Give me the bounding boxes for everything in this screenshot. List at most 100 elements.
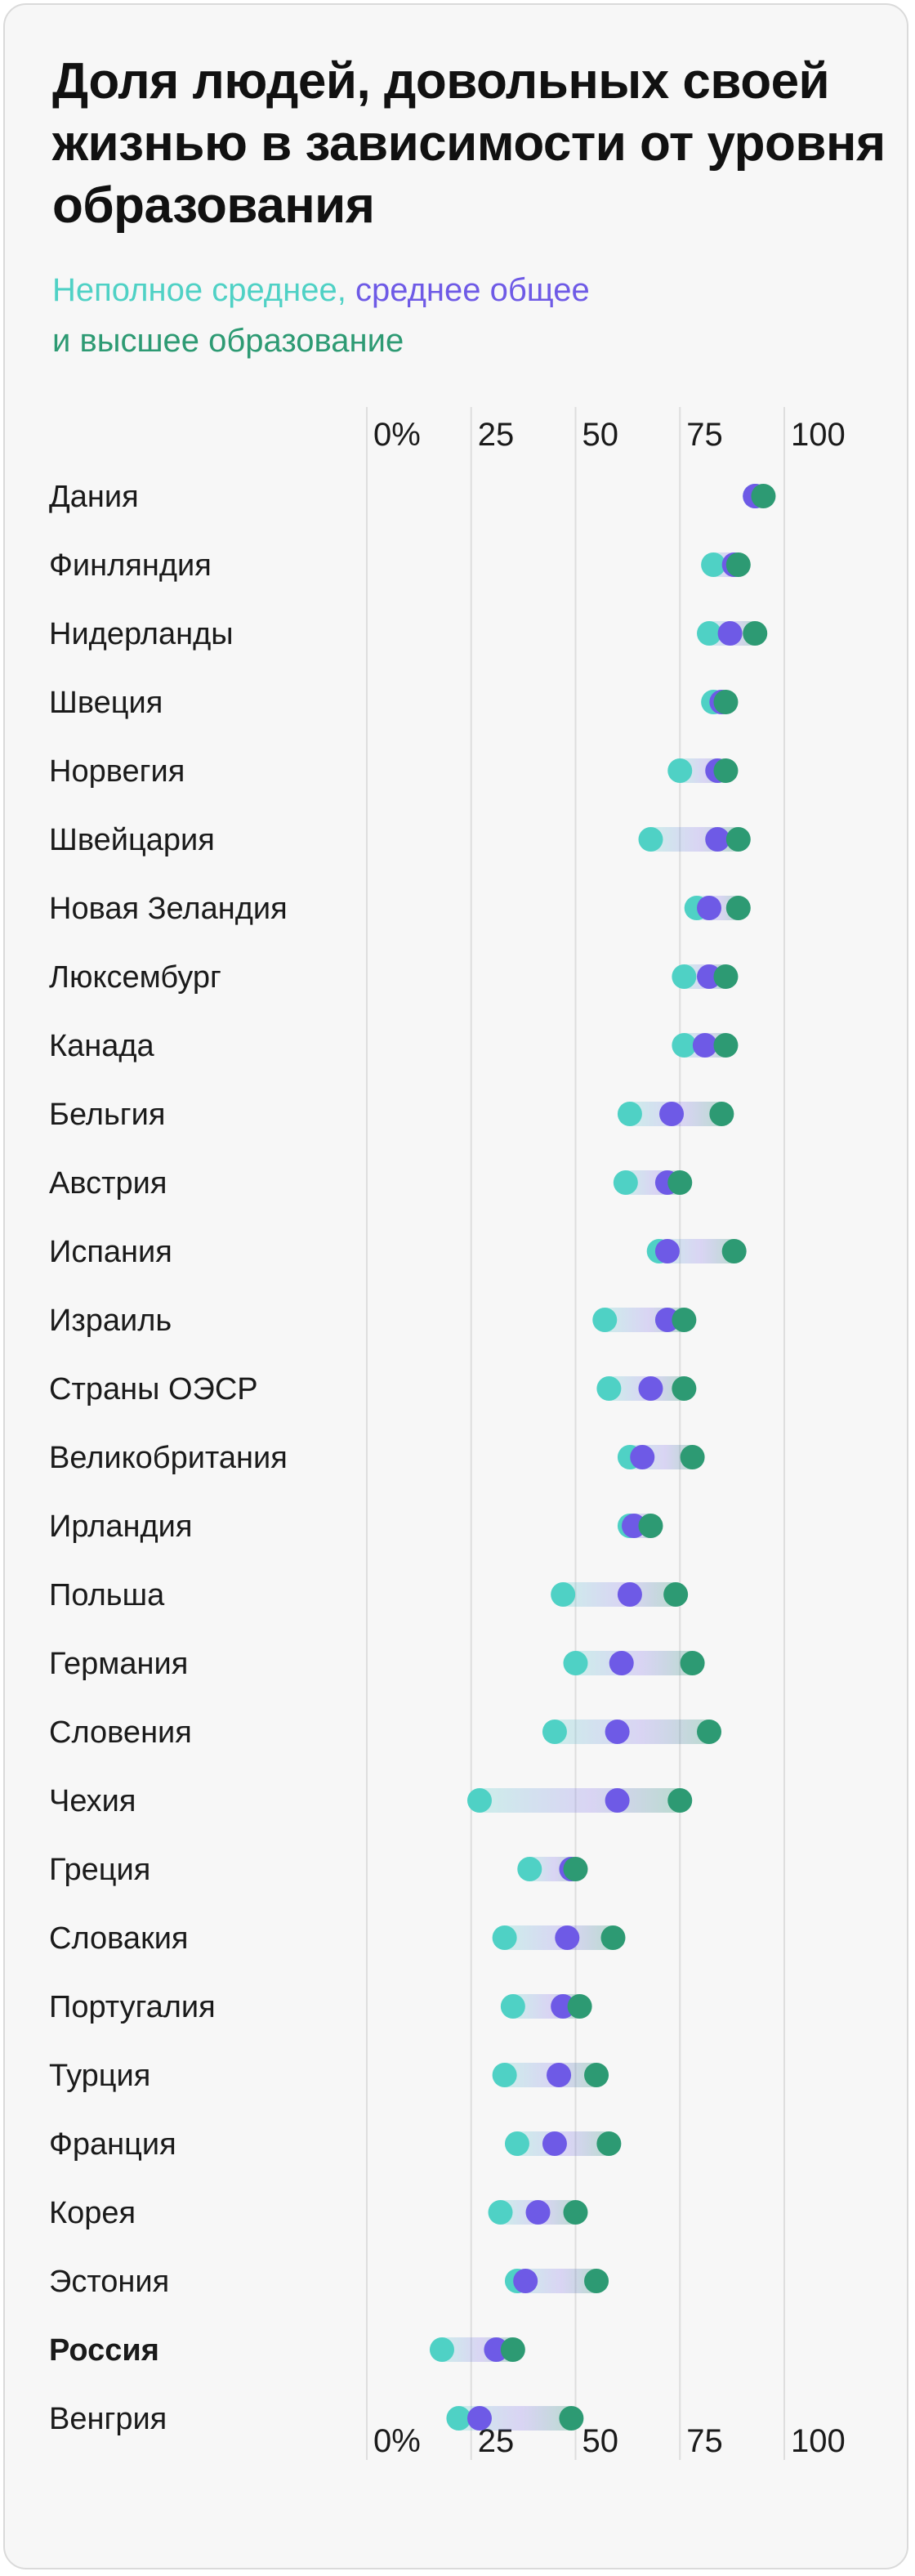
country-label: Польша — [49, 1578, 165, 1612]
dot-mid — [513, 2269, 538, 2293]
dot-low — [592, 1308, 618, 1332]
country-label: Греция — [49, 1853, 150, 1887]
chart-row: Дания — [49, 480, 776, 514]
country-label: Франция — [49, 2127, 176, 2162]
dot-high — [697, 1720, 722, 1744]
range-bar — [575, 1651, 693, 1675]
country-label: Словакия — [49, 1921, 189, 1956]
chart-row: Канада — [49, 1029, 739, 1063]
country-label: Новая Зеландия — [49, 892, 288, 926]
dot-low — [492, 2063, 517, 2087]
dot-mid — [638, 1376, 663, 1401]
dot-low — [563, 1651, 588, 1675]
dot-low — [446, 2406, 471, 2431]
dot-mid — [692, 1033, 717, 1058]
dot-mid — [654, 1239, 680, 1263]
chart-row: Корея — [49, 2196, 588, 2230]
tick-label-top: 0% — [373, 417, 421, 453]
dot-high — [725, 896, 751, 920]
country-label: Дания — [49, 480, 139, 514]
chart-row: Словения — [49, 1715, 722, 1750]
dot-mid — [605, 1788, 630, 1813]
dot-mid — [525, 2200, 551, 2225]
dot-mid — [542, 2131, 567, 2156]
country-label: Норвегия — [49, 754, 185, 789]
chart-row: Чехия — [49, 1784, 693, 1818]
country-label: Люксембург — [49, 960, 221, 995]
dot-mid — [717, 621, 743, 646]
range-bar — [479, 1788, 681, 1813]
chart-row: Германия — [49, 1647, 705, 1681]
country-label: Словения — [49, 1715, 192, 1750]
tick-label-bottom: 50 — [582, 2423, 619, 2459]
dot-low — [697, 621, 722, 646]
dot-low — [504, 2131, 529, 2156]
chart-row: Великобритания — [49, 1441, 705, 1475]
dot-low — [672, 1033, 697, 1058]
country-label: Венгрия — [49, 2402, 167, 2436]
dot-mid — [705, 827, 730, 852]
country-label: Испания — [49, 1235, 172, 1269]
chart-row: Венгрия — [49, 2402, 584, 2436]
legend-item-high: и высшее образование — [52, 323, 404, 359]
dot-low — [551, 1582, 576, 1607]
dot-low — [517, 1857, 542, 1881]
country-label: Турция — [49, 2059, 150, 2093]
chart-row: Новая Зеландия — [49, 892, 751, 926]
chart-row: Нидерланды — [49, 617, 768, 651]
country-label: Бельгия — [49, 1098, 165, 1132]
chart-row: Израиль — [49, 1304, 697, 1338]
chart-row: Финляндия — [49, 548, 751, 583]
tick-label-bottom: 75 — [686, 2423, 723, 2459]
country-label: Австрия — [49, 1166, 167, 1201]
dot-high — [596, 2131, 622, 2156]
dot-low — [596, 1376, 622, 1401]
chart-card: Доля людей, довольных своей жизнью в зав… — [3, 3, 908, 2569]
dot-high — [713, 964, 739, 989]
chart-rows: Дания Финляндия Нидерланды Швеция Норвегия Шв… — [49, 480, 776, 2436]
dot-high — [567, 1994, 592, 2019]
legend-item-mid: среднее общее — [355, 272, 590, 308]
dot-low — [701, 552, 726, 577]
chart-row: Польша — [49, 1578, 689, 1612]
dot-low — [617, 1102, 642, 1126]
dot-low — [429, 2337, 454, 2362]
dot-low — [613, 1170, 638, 1195]
chart-row: Австрия — [49, 1166, 693, 1201]
chart-row: Португалия — [49, 1990, 592, 2024]
dot-high — [725, 552, 751, 577]
tick-label-bottom: 0% — [373, 2423, 421, 2459]
dot-high — [743, 621, 768, 646]
chart-legend: Неполное среднее, среднее общее и высшее … — [52, 265, 788, 366]
dot-low — [466, 1788, 492, 1813]
dot-high — [663, 1582, 689, 1607]
dot-mid — [547, 2063, 572, 2087]
dot-low — [500, 1994, 525, 2019]
dot-high — [667, 1788, 693, 1813]
tick-label-top: 25 — [478, 417, 515, 453]
dot-low — [672, 964, 697, 989]
country-label: Ирландия — [49, 1509, 192, 1544]
grid-lines — [366, 407, 785, 2460]
chart-row: Бельгия — [49, 1098, 734, 1132]
chart-title: Доля людей, довольных своей жизнью в зав… — [52, 53, 886, 234]
dot-high — [667, 1170, 693, 1195]
chart-row: Люксембург — [49, 960, 739, 995]
chart-row: Норвегия — [49, 754, 739, 789]
dot-mid — [609, 1651, 634, 1675]
chart-row: Эстония — [49, 2265, 609, 2299]
country-label: Германия — [49, 1647, 188, 1681]
dot-high — [500, 2337, 525, 2362]
dot-high — [559, 2406, 584, 2431]
country-label: Швейцария — [49, 823, 215, 857]
dot-low — [492, 1925, 517, 1950]
chart-row: Ирландия — [49, 1509, 663, 1544]
dot-mid — [466, 2406, 492, 2431]
dot-high — [563, 2200, 588, 2225]
legend-item-low: Неполное среднее, — [52, 272, 346, 308]
dot-high — [680, 1651, 705, 1675]
chart-row: Россия — [49, 2333, 525, 2368]
chart-row: Греция — [49, 1853, 588, 1887]
